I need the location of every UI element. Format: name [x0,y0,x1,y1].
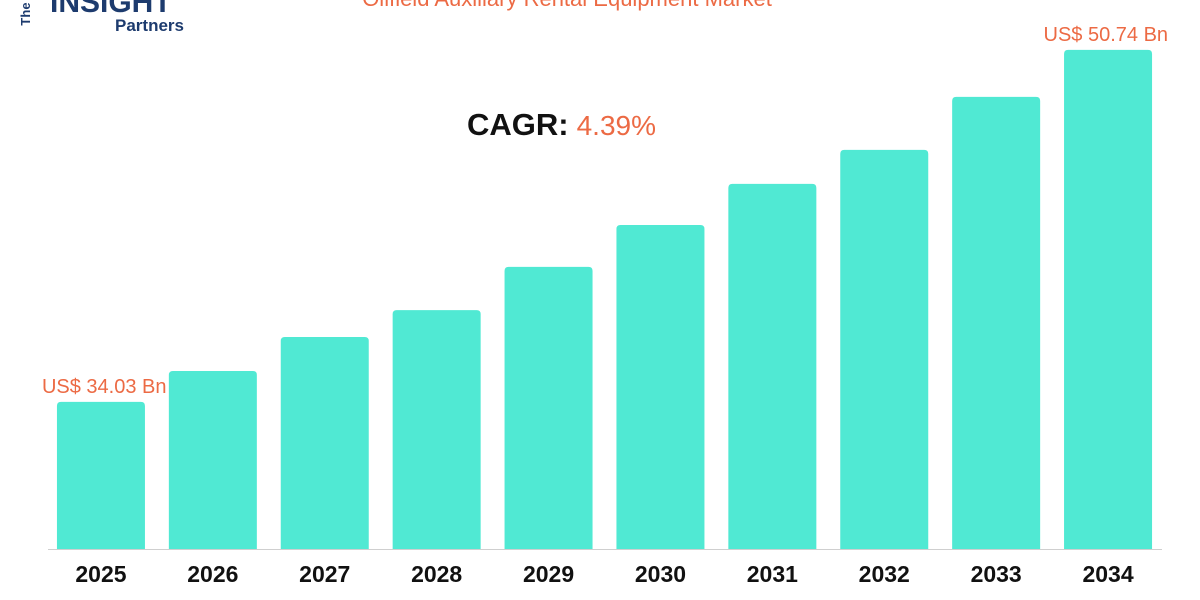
x-tick-label: 2025 [75,561,126,587]
bar [504,266,593,549]
bar [616,224,705,550]
chart-title: Oilfield Auxiliary Rental Equipment Mark… [362,0,772,11]
bar [728,183,817,549]
x-tick-label: 2029 [523,561,574,587]
annotation: CAGR: 4.39% [467,107,656,142]
value-label: US$ 50.74 Bn [1044,24,1169,46]
bar [280,337,369,549]
bar [952,96,1041,550]
bar [168,370,257,549]
x-tick-label: 2027 [299,561,350,587]
bar [392,310,481,549]
bar [840,149,929,549]
x-tick-label: 2031 [747,561,798,587]
x-tick-label: 2030 [635,561,686,587]
x-tick-label: 2028 [411,561,462,587]
logo-name: INSIGHT [50,0,172,19]
value-label: US$ 34.03 Bn [42,376,167,398]
x-tick-label: 2032 [859,561,910,587]
annotation-value: 4.39% [577,110,656,141]
x-tick-label: 2033 [971,561,1022,587]
annotation-label: CAGR: [467,107,569,142]
x-tick-label: 2026 [187,561,238,587]
logo-prefix: The [18,2,33,25]
logo-sub: Partners [115,16,184,35]
bar [1064,49,1153,549]
x-tick-label: 2034 [1082,561,1133,587]
bar [56,401,145,549]
